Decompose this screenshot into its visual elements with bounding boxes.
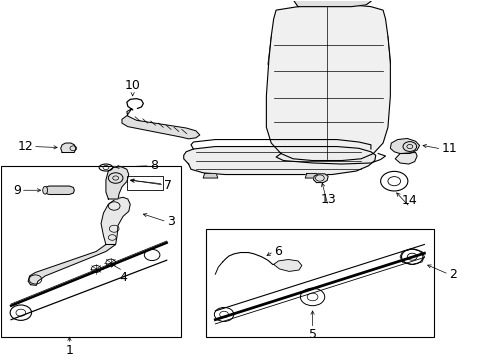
Polygon shape [266, 5, 389, 161]
Ellipse shape [42, 186, 47, 194]
Polygon shape [313, 174, 327, 183]
Text: 13: 13 [320, 193, 335, 206]
Text: 7: 7 [164, 179, 172, 192]
Polygon shape [44, 186, 74, 194]
Bar [1, 166, 181, 337]
Text: 2: 2 [448, 268, 456, 281]
Polygon shape [203, 174, 217, 178]
Text: 6: 6 [273, 245, 281, 258]
Polygon shape [389, 139, 419, 153]
Text: 5: 5 [308, 328, 316, 341]
Text: 14: 14 [401, 194, 417, 207]
Polygon shape [305, 174, 319, 178]
Text: 1: 1 [65, 344, 73, 357]
Text: 8: 8 [149, 159, 157, 172]
Text: 3: 3 [166, 215, 174, 228]
Text: 12: 12 [17, 140, 33, 153]
Polygon shape [183, 147, 375, 175]
Bar [205, 229, 433, 337]
Polygon shape [122, 109, 200, 139]
Polygon shape [106, 166, 128, 199]
Polygon shape [61, 143, 76, 153]
Text: 9: 9 [13, 184, 21, 197]
Text: 10: 10 [124, 79, 141, 92]
Polygon shape [273, 260, 301, 271]
Text: 4: 4 [119, 271, 126, 284]
Text: 11: 11 [441, 143, 456, 156]
Polygon shape [28, 244, 116, 285]
Bar [126, 176, 163, 190]
Polygon shape [292, 0, 372, 6]
Polygon shape [101, 197, 130, 244]
Polygon shape [394, 153, 416, 164]
